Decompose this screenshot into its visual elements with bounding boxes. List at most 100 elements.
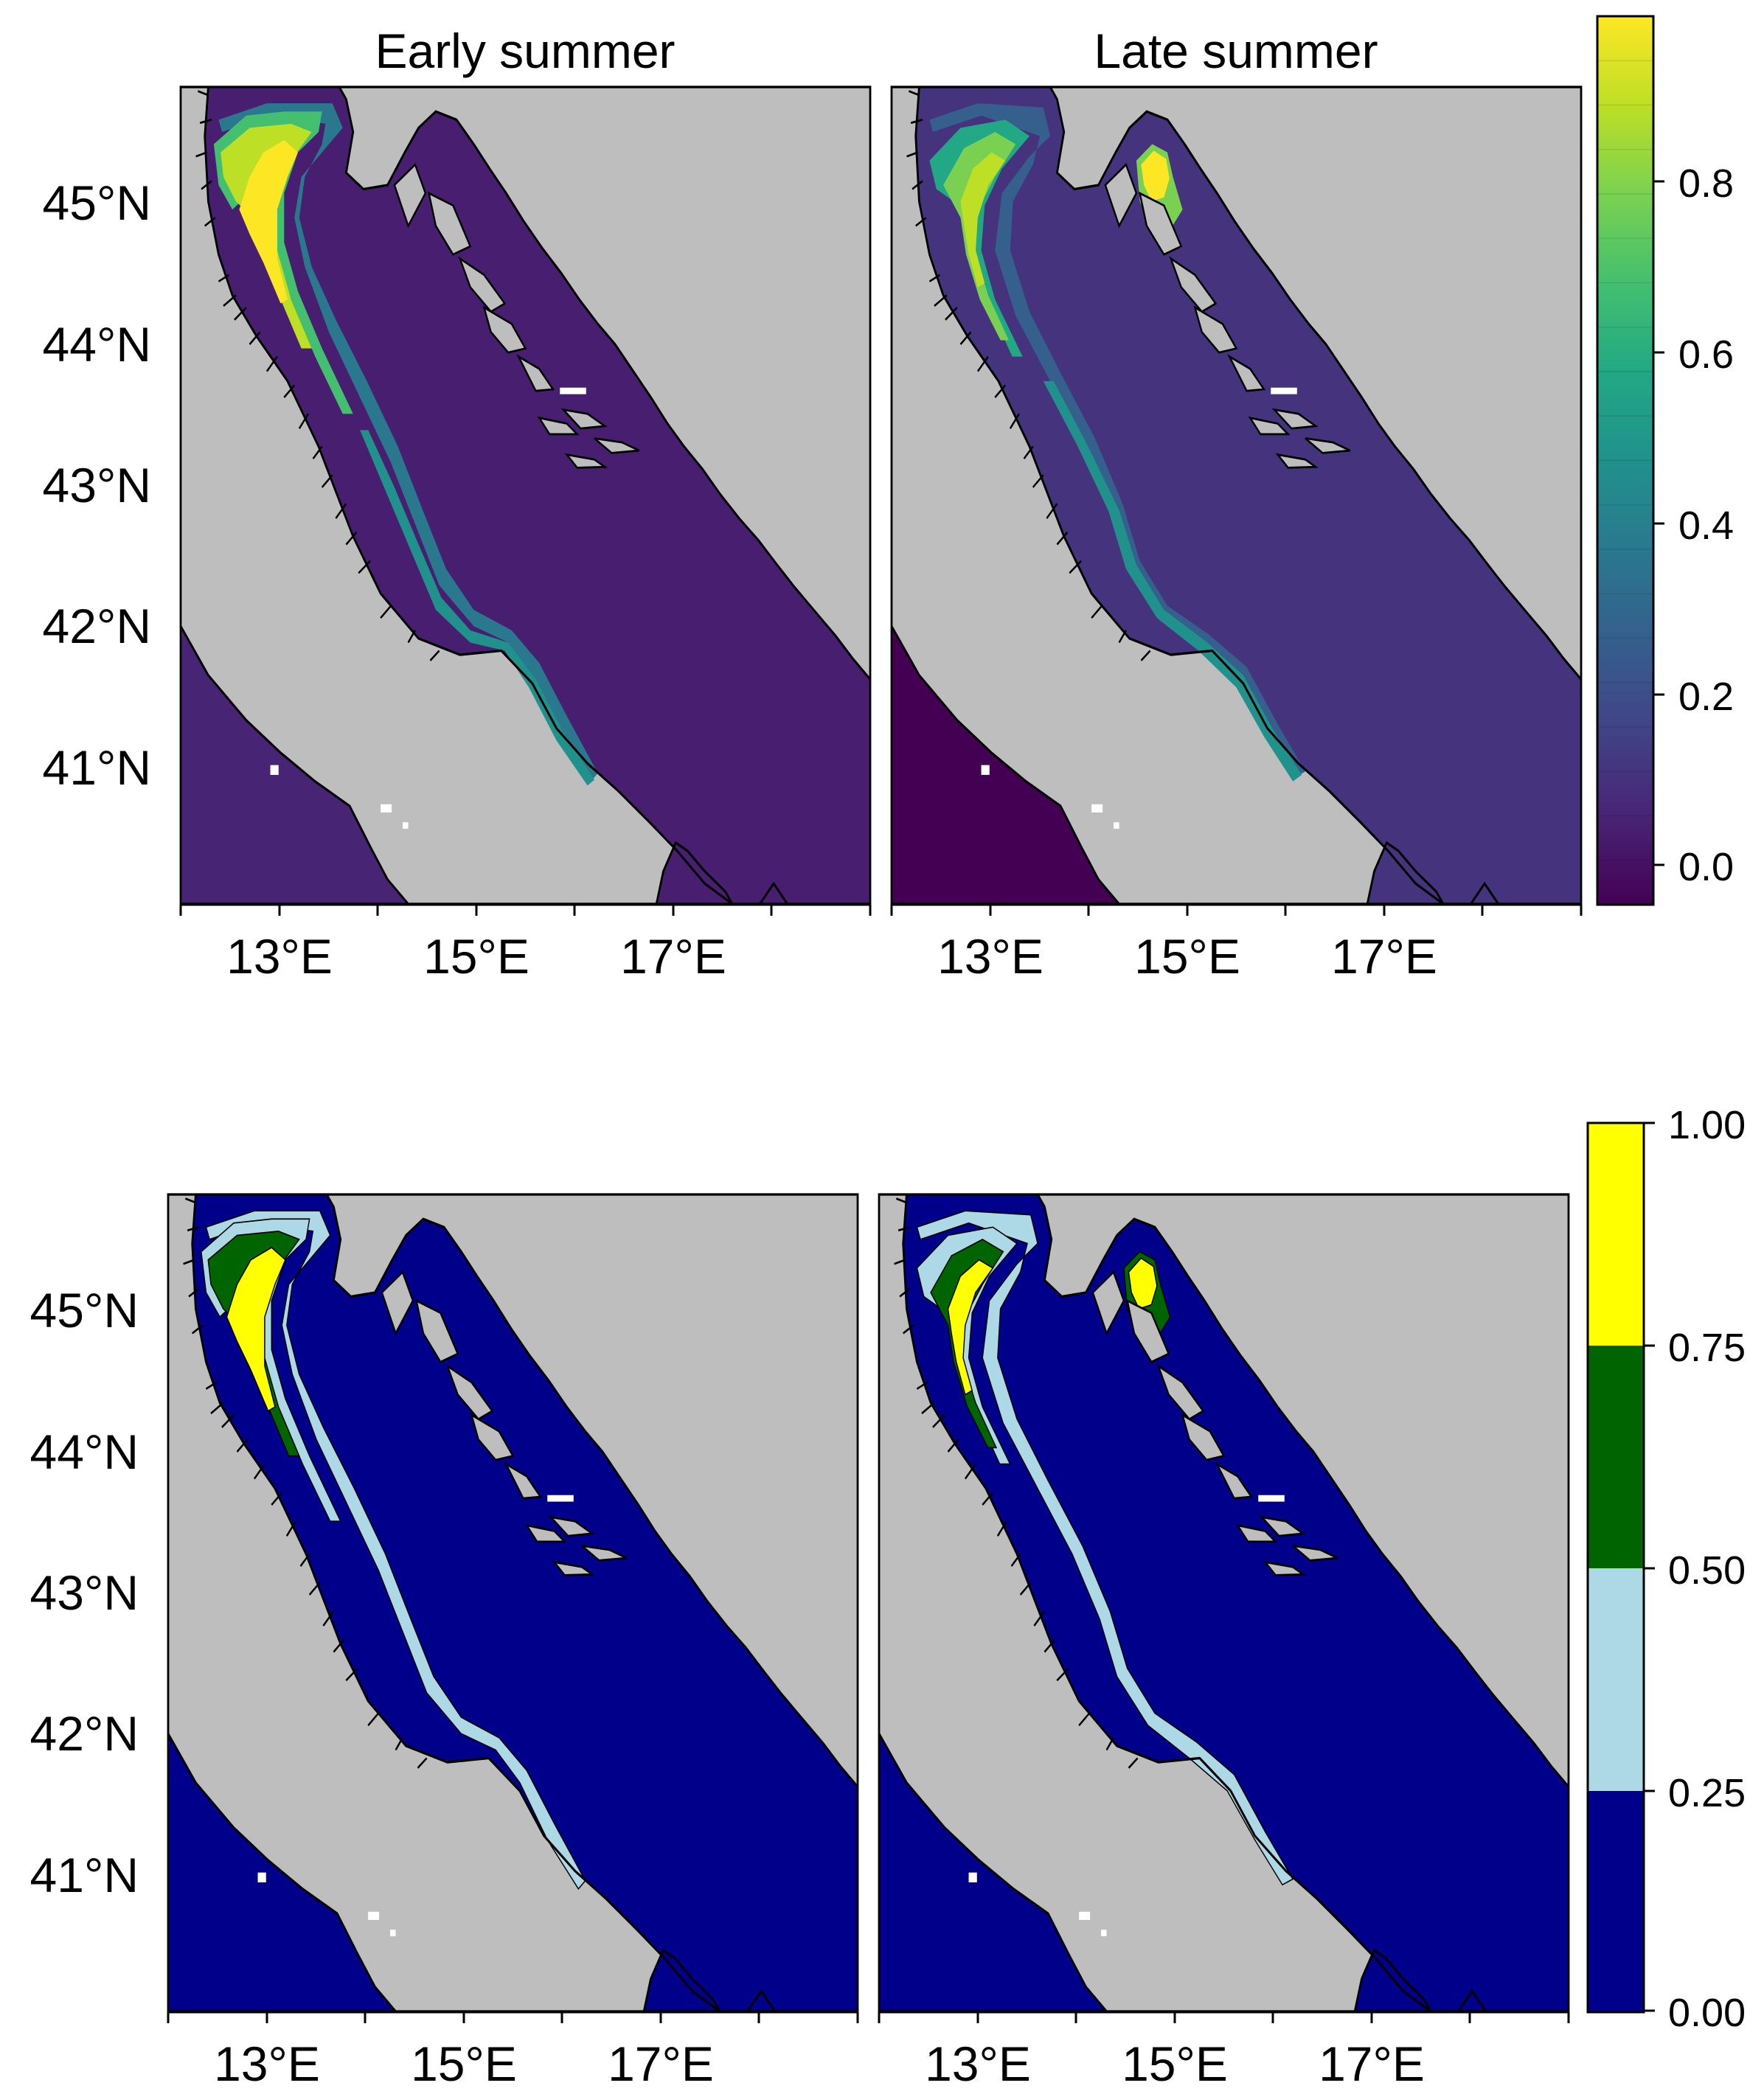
- lat-tick-label: 44°N: [43, 317, 151, 372]
- colorbar-tick-label: 0.8: [1678, 161, 1734, 206]
- missing-data-cell: [1258, 1495, 1285, 1502]
- coast-feature-mark: [335, 503, 347, 519]
- island: [560, 408, 608, 430]
- coastline-east: [325, 1194, 858, 1788]
- lon-axis-bottom-early: 13°E 15°E 17°E: [167, 2011, 859, 2091]
- lon-tick-label: 15°E: [1134, 929, 1240, 984]
- coastal-plume-class: [205, 1210, 586, 1890]
- lat-tick-label: 41°N: [43, 740, 151, 795]
- coastal-plume-thin: [1043, 380, 1302, 782]
- coast-feature-mark: [1105, 1737, 1114, 1751]
- coast-feature-mark: [994, 384, 1007, 399]
- coast-feature-mark: [321, 474, 333, 488]
- coast-feature-mark: [894, 1259, 906, 1265]
- shelf-band-core: [960, 152, 1006, 288]
- island: [458, 256, 507, 313]
- island-patch-core: [1141, 150, 1170, 202]
- coast-feature-mark: [959, 331, 972, 345]
- coast-feature-mark: [234, 307, 247, 321]
- lat-tick-label: 44°N: [30, 1425, 139, 1479]
- map-content-top-late: [892, 87, 1582, 905]
- bottom-row: 45°N 44°N 43°N 42°N 41°N 13°E 15°E 17°E: [30, 1103, 1746, 2091]
- colorbar-top: 0.8 0.6 0.4 0.2 0.0: [1596, 15, 1734, 906]
- island: [504, 1461, 543, 1500]
- coast-feature-mark: [899, 1287, 911, 1298]
- colorbar-tick-label: 0.2: [1678, 675, 1734, 719]
- lon-tick-label: 17°E: [1331, 929, 1437, 984]
- lon-tick-label: 17°E: [1319, 2036, 1425, 2091]
- lon-tick-label: 17°E: [608, 2036, 714, 2091]
- colorbar-tick-label: 0.00: [1668, 1991, 1746, 2035]
- island: [1263, 1560, 1307, 1576]
- coast-feature-mark: [201, 180, 212, 190]
- missing-data-cell: [381, 804, 392, 813]
- coast-feature-mark: [380, 605, 392, 619]
- coast-feature-mark: [205, 1381, 218, 1390]
- adriatic-sea: [204, 87, 871, 905]
- coast-feature-mark: [1046, 503, 1058, 519]
- coast-feature-mark: [928, 274, 941, 282]
- coastal-plume: [929, 103, 1305, 778]
- coast-feature-mark: [367, 1712, 380, 1727]
- island: [1091, 1270, 1125, 1336]
- panel-title-late: Late summer: [1094, 24, 1378, 78]
- lat-tick-label: 42°N: [30, 1706, 139, 1761]
- coastal-plume-thin: [360, 430, 595, 786]
- island: [516, 354, 555, 392]
- colorbar-tick-label: 0.4: [1678, 504, 1734, 548]
- lon-tick-label: 13°E: [214, 2036, 320, 2091]
- coast-feature-mark: [964, 1463, 976, 1480]
- coast-feature-mark: [249, 331, 261, 345]
- island: [414, 1298, 459, 1363]
- coastline-west: [181, 87, 788, 905]
- island: [1156, 1363, 1205, 1421]
- map-panel-top-early: [179, 86, 872, 905]
- map-content-bottom-early: [168, 1194, 858, 2012]
- coastline-west: [168, 1194, 776, 2012]
- coast-feature-mark: [395, 1737, 403, 1751]
- lon-tick-label: 17°E: [620, 929, 726, 984]
- coast-feature-mark: [911, 180, 923, 190]
- island: [1275, 453, 1319, 469]
- coast-feature-mark: [896, 1197, 907, 1204]
- island: [537, 416, 580, 436]
- coast-feature-mark: [204, 217, 216, 227]
- colorbar-class-bottom: [1588, 1791, 1644, 2012]
- lon-axis-top-late: 13°E 15°E 17°E: [890, 903, 1583, 984]
- island: [1248, 416, 1291, 436]
- island: [581, 1545, 628, 1562]
- island: [1292, 1545, 1338, 1562]
- island: [393, 163, 427, 229]
- coast-feature-mark: [345, 531, 358, 546]
- island: [564, 453, 608, 469]
- coast-feature-mark: [333, 1638, 345, 1653]
- coastal-plume-class: [916, 1210, 1294, 1886]
- missing-data-cell: [981, 765, 990, 775]
- colorbar-tick-label: 0.0: [1678, 845, 1734, 889]
- coast-feature-mark: [982, 1492, 994, 1506]
- coast-feature-mark: [218, 274, 230, 282]
- coastline-west: [892, 87, 1499, 905]
- island: [482, 305, 527, 354]
- coast-feature-mark: [916, 1381, 928, 1390]
- colorbar-class-top: [1588, 1123, 1644, 1346]
- missing-data-cell: [1091, 804, 1103, 813]
- coast-feature-mark: [345, 1667, 358, 1682]
- coast-feature-mark: [308, 1582, 321, 1596]
- coast-feature-mark: [271, 1492, 283, 1506]
- coastline-east: [338, 87, 871, 681]
- island: [1138, 191, 1183, 256]
- coast-feature-mark: [210, 1402, 224, 1415]
- coast-feature-mark: [285, 1520, 296, 1537]
- coast-feature-mark: [1019, 1582, 1032, 1596]
- island: [524, 1523, 567, 1543]
- lat-tick-label: 41°N: [30, 1848, 139, 1902]
- missing-data-cell: [1114, 822, 1119, 829]
- coast-feature-mark: [183, 1259, 195, 1265]
- coast-feature-mark: [921, 1402, 935, 1415]
- island: [381, 1270, 414, 1336]
- missing-data-cell: [1079, 1911, 1091, 1920]
- map-content-top-early: [181, 87, 871, 905]
- lat-tick-label: 45°N: [43, 175, 151, 230]
